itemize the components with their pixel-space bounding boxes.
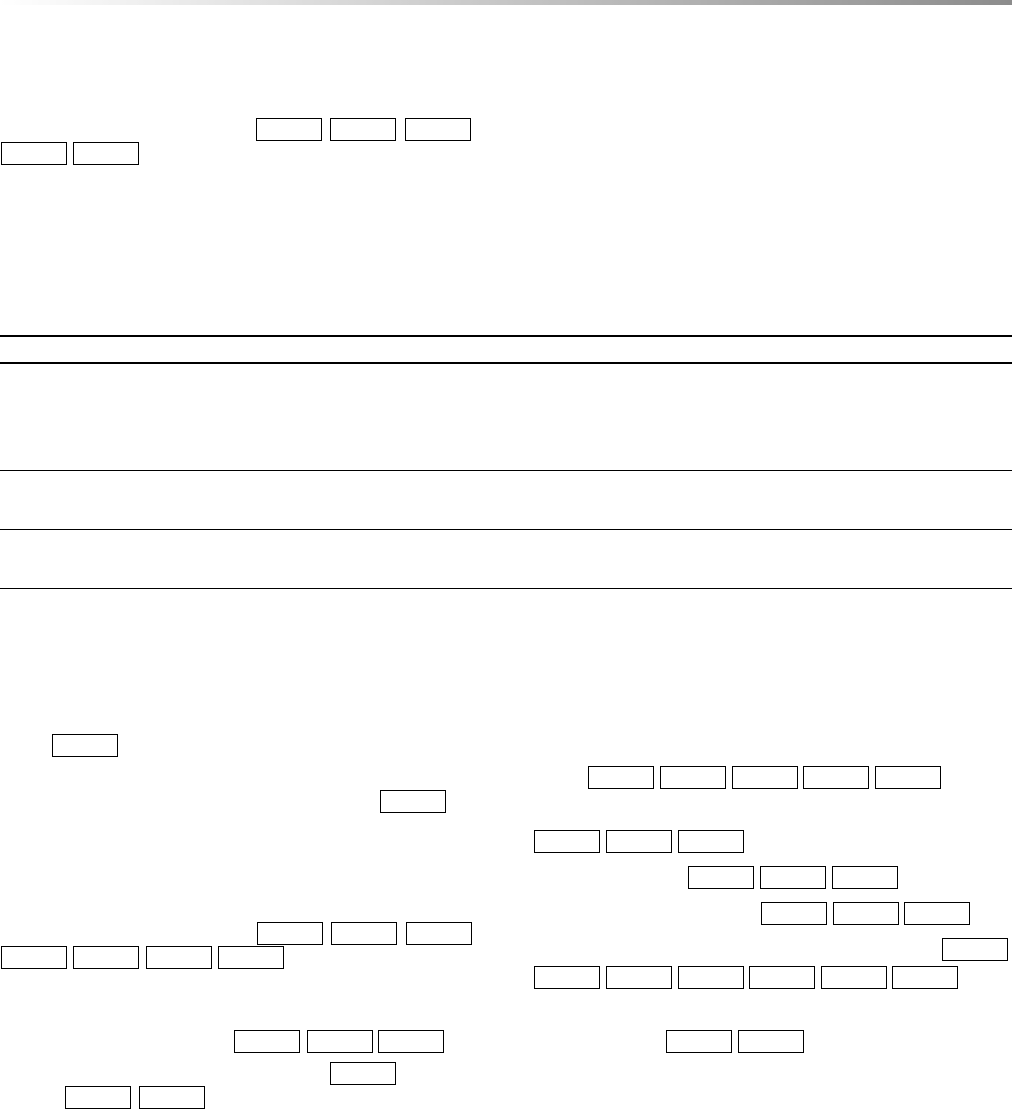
placeholder-box [606, 830, 672, 853]
placeholder-box [234, 1030, 300, 1053]
table-header-rule [0, 362, 1012, 364]
placeholder-box [761, 902, 827, 925]
placeholder-box [821, 966, 887, 989]
placeholder-box [678, 966, 744, 989]
placeholder-box [256, 118, 322, 141]
table-top-rule [0, 335, 1012, 337]
table-row-rule [0, 529, 1012, 530]
placeholder-box [760, 866, 826, 889]
placeholder-box [330, 1062, 396, 1085]
placeholder-box [738, 1030, 804, 1053]
placeholder-box [832, 866, 898, 889]
placeholder-box [606, 966, 672, 989]
placeholder-box [257, 922, 323, 945]
placeholder-box [139, 1086, 205, 1109]
placeholder-box [307, 1030, 373, 1053]
placeholder-box [904, 902, 970, 925]
placeholder-box [749, 966, 815, 989]
placeholder-box [52, 734, 118, 757]
table-bottom-rule [0, 588, 1012, 589]
placeholder-box [65, 1086, 131, 1109]
placeholder-box [330, 118, 396, 141]
placeholder-box [732, 766, 798, 789]
placeholder-box [73, 142, 139, 165]
placeholder-box [146, 946, 212, 969]
placeholder-box [875, 766, 941, 789]
placeholder-box [378, 1030, 444, 1053]
placeholder-box [803, 766, 869, 789]
placeholder-box [1, 946, 67, 969]
placeholder-box [666, 1030, 732, 1053]
placeholder-box [588, 766, 654, 789]
table-row-rule [0, 470, 1012, 471]
header-bar [0, 0, 1012, 5]
placeholder-box [833, 902, 899, 925]
placeholder-box [688, 866, 754, 889]
placeholder-box [534, 830, 600, 853]
placeholder-box [380, 790, 446, 813]
placeholder-box [406, 922, 472, 945]
placeholder-box [942, 938, 1008, 961]
placeholder-box [534, 966, 600, 989]
placeholder-box [1, 142, 67, 165]
placeholder-box [678, 830, 744, 853]
placeholder-box [218, 946, 284, 969]
placeholder-box [660, 766, 726, 789]
placeholder-box [405, 118, 471, 141]
placeholder-box [73, 946, 139, 969]
placeholder-box [892, 966, 958, 989]
placeholder-box [331, 922, 397, 945]
